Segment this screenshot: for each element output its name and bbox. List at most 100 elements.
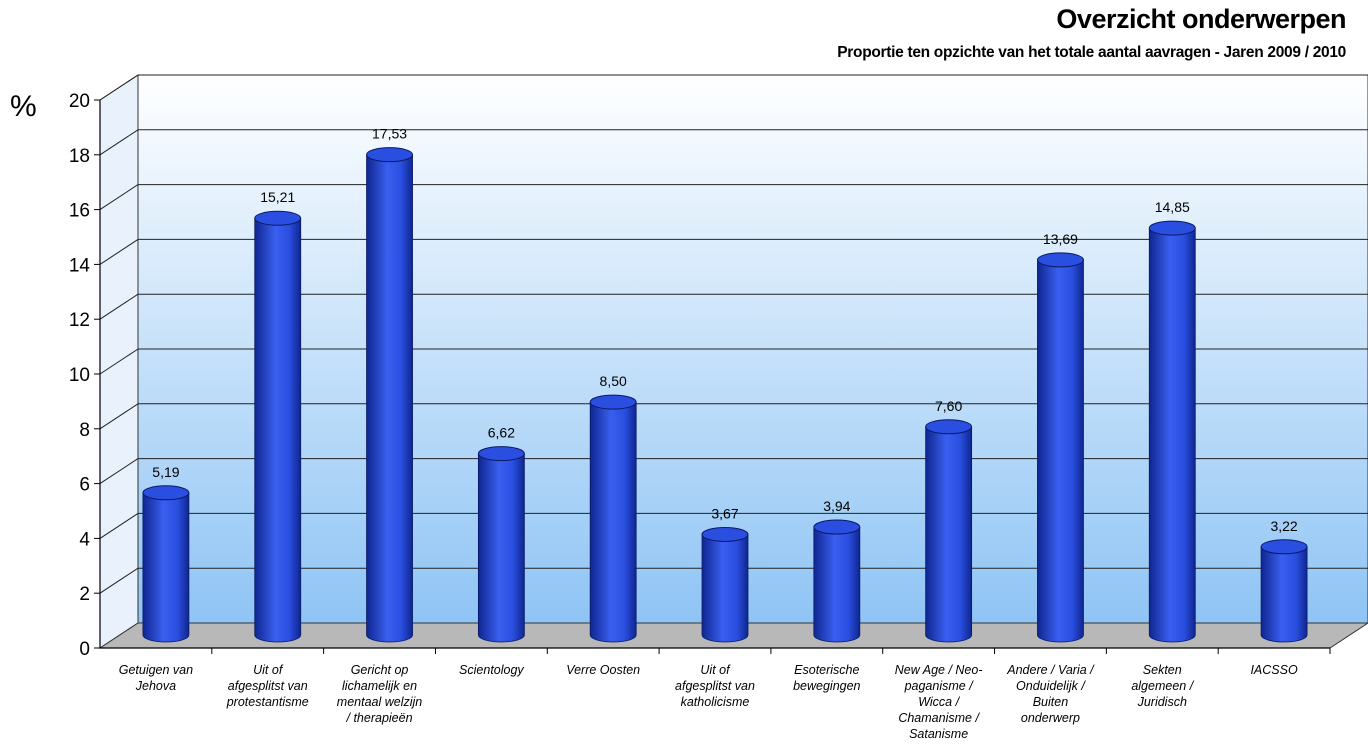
gridline-side bbox=[99, 403, 139, 430]
data-label: 7,60 bbox=[935, 398, 962, 414]
x-tick-label-line: Wicca / bbox=[918, 695, 960, 709]
y-tick-label: 6 bbox=[79, 475, 90, 496]
x-tick-label-line: Getuigen van bbox=[119, 663, 193, 677]
y-tick-label: 2 bbox=[79, 584, 90, 605]
x-tick-label: Verre Oosten bbox=[566, 663, 640, 677]
bar bbox=[1260, 539, 1308, 643]
x-tick-label-line: Uit of bbox=[253, 663, 284, 677]
bar bbox=[477, 446, 525, 643]
gridline-side bbox=[99, 348, 139, 375]
x-tick-label: New Age / Neo-paganisme / Wicca / Chamanis… bbox=[895, 663, 983, 741]
x-tick-label-line: afgesplitst van bbox=[675, 679, 755, 693]
data-label: 5,19 bbox=[152, 464, 179, 480]
gridline-side bbox=[99, 129, 139, 156]
data-label: 14,85 bbox=[1155, 199, 1190, 215]
bar-body bbox=[1037, 259, 1084, 643]
gridline-side bbox=[99, 238, 139, 265]
x-tick-label: Gericht op lichamelijk en mentaal welzijn /… bbox=[337, 663, 423, 725]
gridline-side bbox=[99, 458, 139, 485]
bar bbox=[813, 519, 861, 643]
y-tick-label: 18 bbox=[69, 146, 90, 167]
data-label: 8,50 bbox=[600, 373, 627, 389]
bar-body bbox=[1260, 546, 1308, 643]
bar bbox=[701, 526, 749, 643]
bar-top bbox=[477, 446, 525, 462]
x-tick-label-line: katholicisme bbox=[681, 695, 750, 709]
bar-body bbox=[701, 534, 749, 643]
bar-body bbox=[925, 426, 973, 643]
x-tick-label-line: Uit of bbox=[700, 663, 731, 677]
bar-body bbox=[813, 526, 861, 643]
data-label: 3,22 bbox=[1270, 518, 1297, 534]
gridline-side bbox=[99, 293, 139, 320]
chart-subtitle: Proportie ten opzichte van het totale aa… bbox=[837, 44, 1346, 61]
x-tick-label: Uit of afgesplitst van protestantisme bbox=[226, 663, 309, 709]
y-tick-label: 16 bbox=[69, 201, 90, 222]
x-tick-label-line: Onduidelijk / bbox=[1016, 679, 1086, 693]
x-tick-label-line: Satanisme bbox=[909, 727, 968, 741]
bar bbox=[142, 485, 190, 643]
gridline-side bbox=[99, 567, 139, 594]
data-label: 17,53 bbox=[372, 126, 407, 142]
bar bbox=[254, 210, 302, 643]
gridline-side bbox=[99, 512, 139, 539]
x-tick-label-line: paganisme / bbox=[904, 679, 975, 693]
x-tick-label: IACSSO bbox=[1250, 663, 1298, 677]
bar-top bbox=[366, 147, 414, 163]
x-tick-label-line: Jehova bbox=[135, 679, 176, 693]
x-tick-label-line: Verre Oosten bbox=[566, 663, 640, 677]
x-tick-label: Andere / Varia / Onduidelijk / Buiten onder… bbox=[1006, 663, 1095, 725]
chart-title: Overzicht onderwerpen bbox=[1056, 4, 1346, 34]
x-tick-label: Scientology bbox=[459, 663, 524, 677]
y-tick-label: 10 bbox=[69, 365, 90, 386]
x-tick-label-line: Juridisch bbox=[1137, 695, 1187, 709]
bar-body bbox=[254, 217, 302, 643]
x-tick-label-line: New Age / Neo- bbox=[895, 663, 983, 677]
x-tick-label-line: Chamanisme / bbox=[898, 711, 980, 725]
bar-body bbox=[589, 401, 637, 643]
bar-body bbox=[477, 453, 525, 643]
gridline-side bbox=[99, 74, 139, 101]
data-label: 3,94 bbox=[823, 498, 850, 514]
x-tick-label-line: Sekten bbox=[1143, 663, 1182, 677]
x-tick-label-line: mentaal welzijn bbox=[337, 695, 423, 709]
bar bbox=[1036, 252, 1084, 643]
x-tick-label-line: Buiten bbox=[1033, 695, 1068, 709]
x-tick-label-line: lichamelijk en bbox=[342, 679, 417, 693]
y-tick-label: 14 bbox=[69, 255, 91, 276]
bar-top bbox=[254, 210, 302, 226]
y-tick-label: 12 bbox=[69, 310, 90, 331]
x-tick-label-line: bewegingen bbox=[793, 679, 860, 693]
bar-top bbox=[701, 526, 749, 542]
y-tick-label: 20 bbox=[69, 91, 90, 112]
bar-top bbox=[1148, 220, 1196, 236]
x-tick-label-line: Esoterische bbox=[794, 663, 859, 677]
y-tick-label: 8 bbox=[79, 420, 90, 441]
x-tick-label-line: onderwerp bbox=[1021, 711, 1080, 725]
bar-top bbox=[925, 419, 973, 435]
bar-top bbox=[142, 485, 190, 501]
x-tick-label: Getuigen van Jehova bbox=[119, 663, 193, 693]
bar bbox=[925, 419, 973, 643]
data-label: 13,69 bbox=[1043, 231, 1078, 247]
bar-body bbox=[366, 154, 413, 643]
x-tick-label-line: protestantisme bbox=[226, 695, 309, 709]
x-tick-label: Sekten algemeen / Juridisch bbox=[1131, 663, 1194, 709]
bar-top bbox=[813, 519, 861, 535]
bar-top bbox=[1260, 539, 1308, 555]
x-tick-label-line: / therapieën bbox=[346, 711, 413, 725]
gridline-side bbox=[99, 184, 139, 211]
x-tick-label: Uit of afgesplitst van katholicisme bbox=[675, 663, 755, 709]
y-axis-label: % bbox=[10, 90, 37, 123]
x-tick-label-line: Gericht op bbox=[351, 663, 409, 677]
data-label: 15,21 bbox=[260, 189, 295, 205]
bar bbox=[589, 394, 637, 643]
x-tick-label-line: Scientology bbox=[459, 663, 524, 677]
bar bbox=[366, 147, 414, 643]
bar-body bbox=[142, 492, 190, 643]
x-tick-label-line: afgesplitst van bbox=[228, 679, 308, 693]
bar bbox=[1148, 220, 1196, 643]
x-tick-label-line: Andere / Varia / bbox=[1006, 663, 1095, 677]
data-label: 3,67 bbox=[711, 505, 738, 521]
